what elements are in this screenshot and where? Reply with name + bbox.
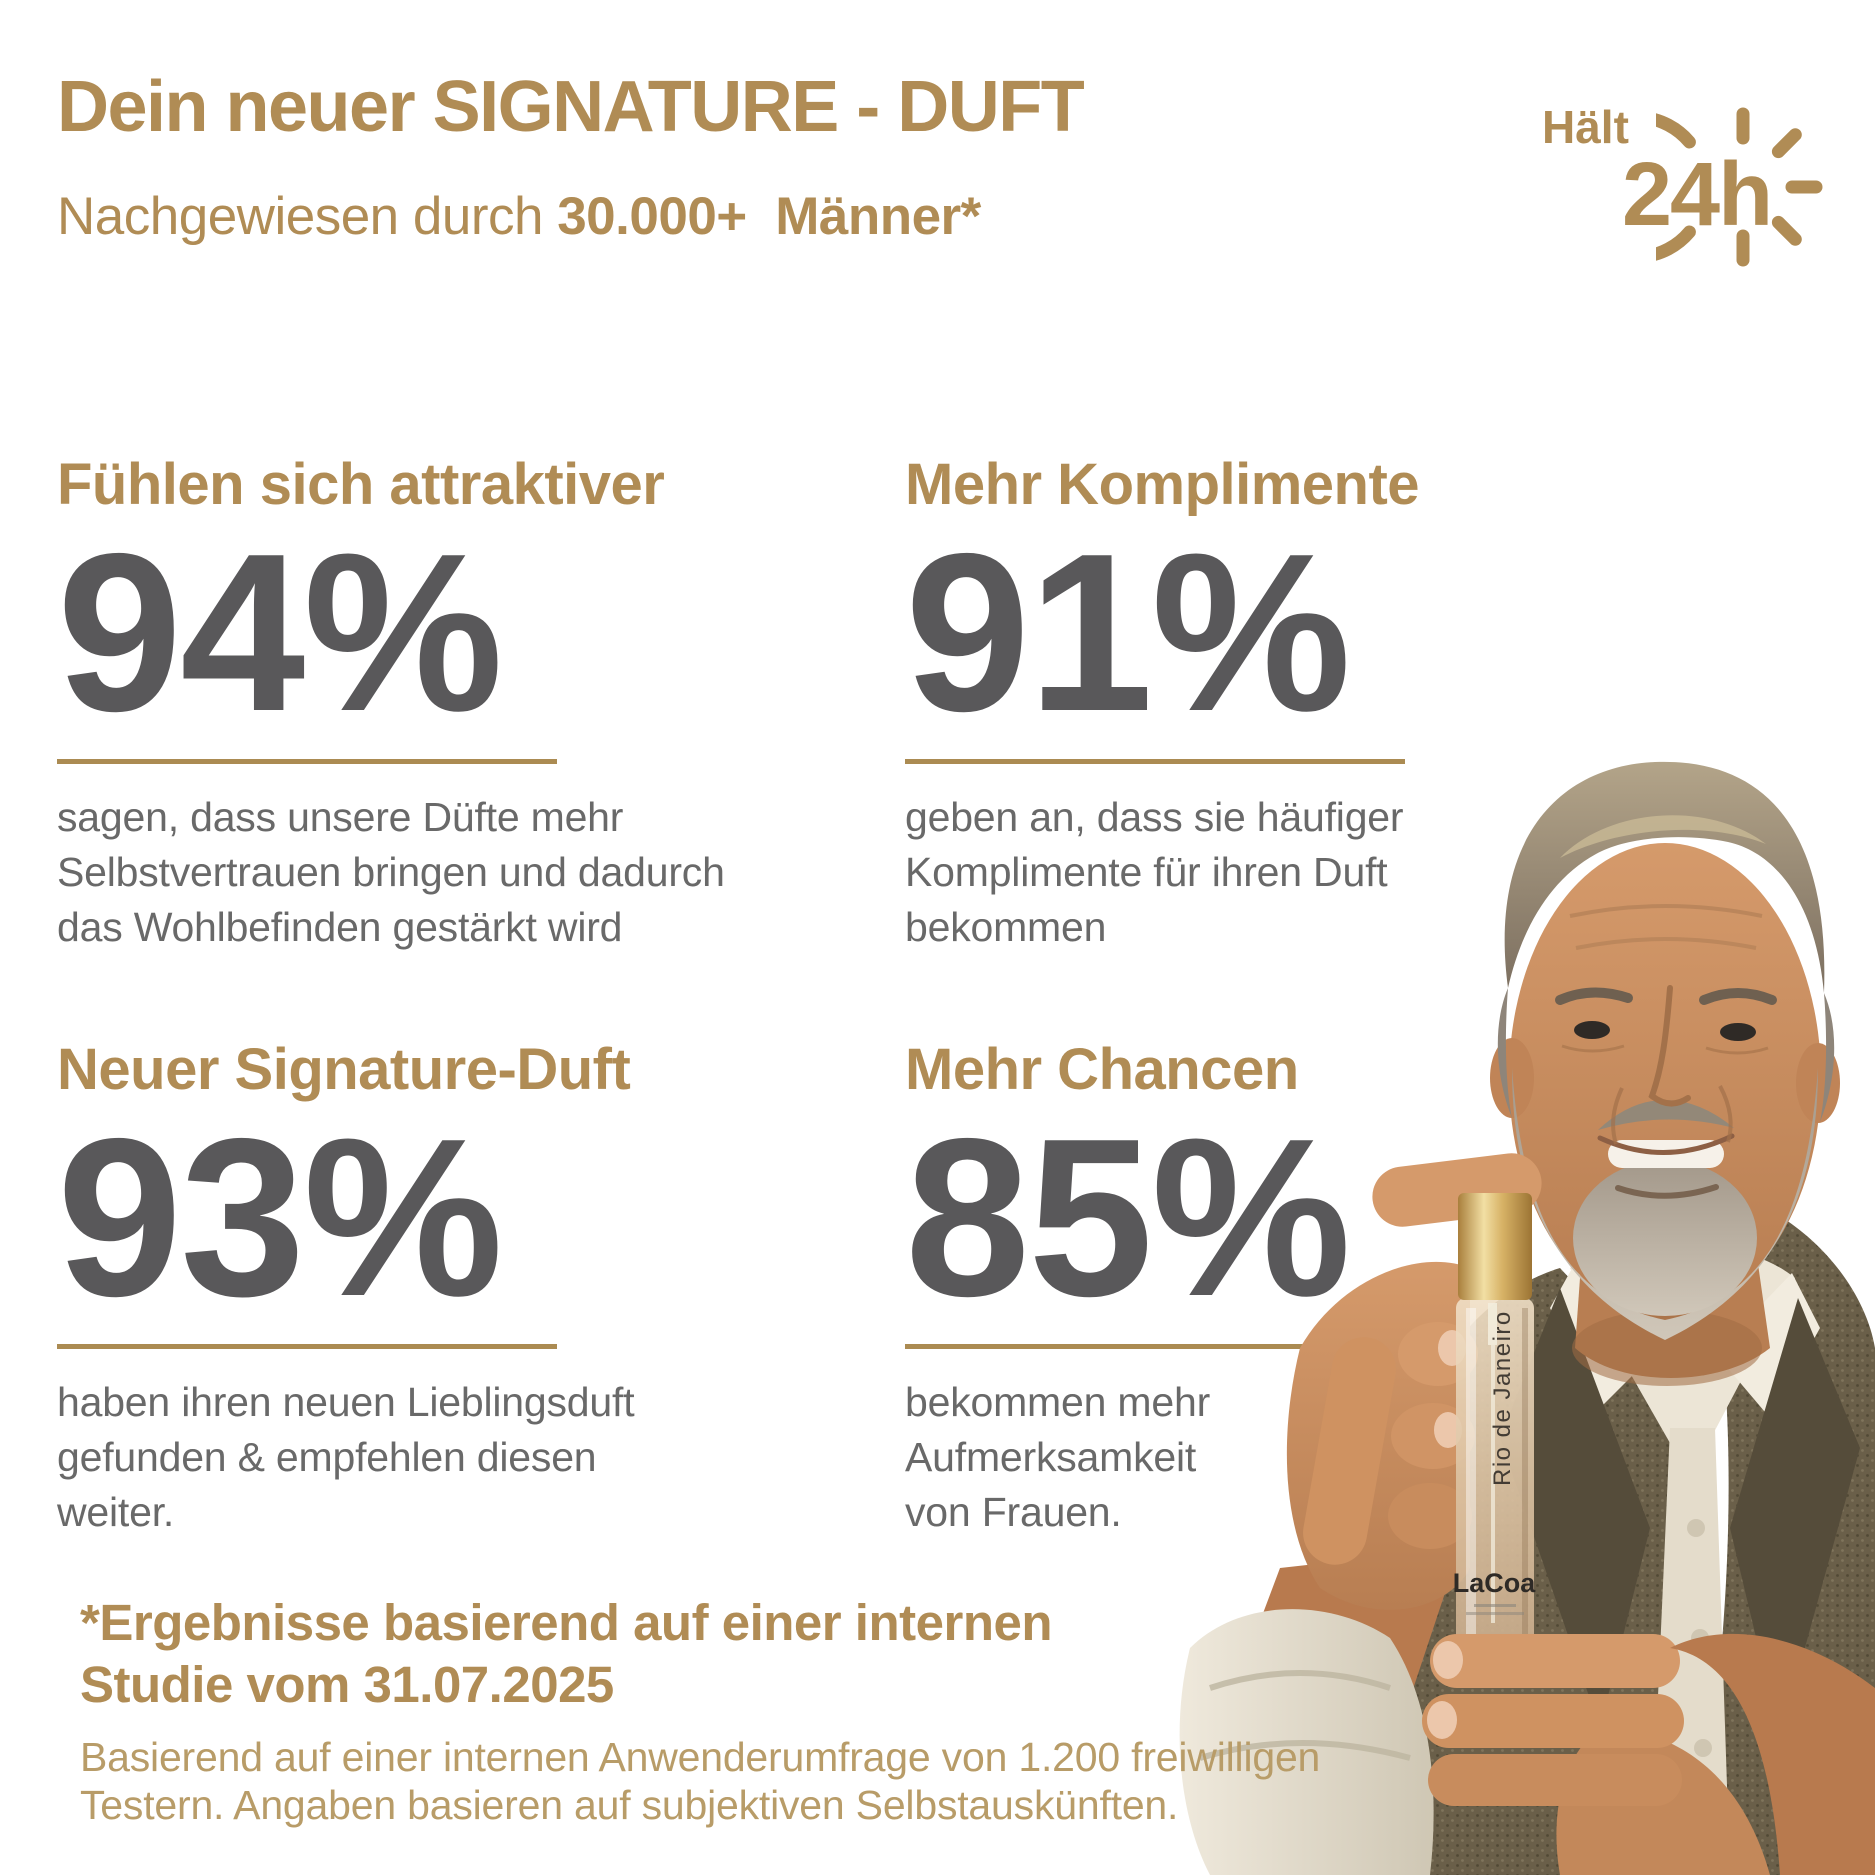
stat-description: sagen, dass unsere Düfte mehr Selbstvert… bbox=[57, 794, 725, 950]
stat-value: 91% bbox=[905, 506, 1351, 759]
stat-heading: Neuer Signature-Duft bbox=[57, 1037, 631, 1102]
clock-24h-icon bbox=[1656, 107, 1823, 267]
badge-duration-prefix: Hält bbox=[1542, 101, 1629, 153]
stat-description: geben an, dass sie häufiger Komplimente … bbox=[905, 794, 1404, 950]
stat-heading: Mehr Chancen bbox=[905, 1037, 1299, 1102]
stat-block-attraktiver: Fühlen sich attraktiver 94% sagen, dass … bbox=[57, 452, 772, 955]
page-title: Dein neuer SIGNATURE - DUFT bbox=[57, 67, 1085, 147]
stat-block-signature-duft: Neuer Signature-Duft 93% haben ihren neu… bbox=[57, 1037, 697, 1540]
gold-divider bbox=[905, 759, 1405, 765]
subtitle-regular: Nachgewiesen durch bbox=[57, 187, 558, 246]
stat-value: 93% bbox=[57, 1091, 503, 1344]
stat-block-chancen: Mehr Chancen 85% bekommen mehr Aufmerksa… bbox=[905, 1037, 1351, 1540]
stat-heading: Fühlen sich attraktiver bbox=[57, 452, 665, 517]
footnote-disclaimer-line2: Testern. Angaben basieren auf subjektive… bbox=[80, 1782, 1179, 1829]
footnote-headline-line1: *Ergebnisse basierend auf einer internen bbox=[80, 1594, 1053, 1651]
stat-value: 85% bbox=[905, 1091, 1351, 1344]
footnote-disclaimer-line1: Basierend auf einer internen Anwenderumf… bbox=[80, 1734, 1321, 1780]
footnote-headline-line2: Studie vom 31.07.2025 bbox=[80, 1656, 614, 1714]
footnote-disclaimer: Basierend auf einer internen Anwenderumf… bbox=[80, 1733, 1320, 1830]
stat-description: bekommen mehr Aufmerksamkeit von Frauen. bbox=[905, 1379, 1211, 1535]
bottle-brand: LaCoa bbox=[1453, 1568, 1537, 1598]
model-photo: Rio de Janeiro LaCoa bbox=[1179, 761, 1875, 1875]
stat-description: haben ihren neuen Lieblingsduft gefunden… bbox=[57, 1379, 635, 1535]
stat-heading: Mehr Komplimente bbox=[905, 452, 1420, 517]
gold-divider bbox=[57, 759, 557, 765]
stat-value: 94% bbox=[57, 506, 503, 759]
gold-divider bbox=[905, 1344, 1325, 1350]
page-subtitle: Nachgewiesen durch 30.000+ Männer* bbox=[57, 186, 981, 247]
gold-divider bbox=[57, 1344, 557, 1350]
perfume-bottle: Rio de Janeiro LaCoa bbox=[1453, 1193, 1537, 1656]
footnote-headline: *Ergebnisse basierend auf einer internen… bbox=[80, 1592, 1053, 1716]
bottle-label-vertical: Rio de Janeiro bbox=[1489, 1310, 1516, 1486]
subtitle-bold: 30.000+ Männer* bbox=[557, 187, 981, 246]
stat-block-komplimente: Mehr Komplimente 91% geben an, dass sie … bbox=[905, 452, 1485, 955]
badge-duration-value: 24h bbox=[1622, 145, 1773, 245]
